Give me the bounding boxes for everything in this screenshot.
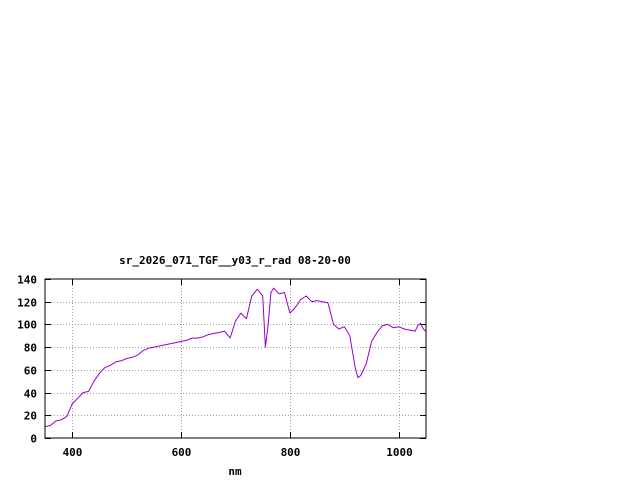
- x-tick-label: 800: [281, 446, 301, 459]
- axis-ticks: 0 20 40 60 80 100 120 140 400 600 800 1000: [17, 274, 426, 459]
- series-group: [44, 287, 427, 428]
- y-tick-label: 120: [17, 297, 37, 310]
- y-tick-label: 20: [24, 410, 37, 423]
- plot-frame: [44, 278, 427, 439]
- x-tick-label: 1000: [386, 446, 413, 459]
- y-tick-label: 40: [24, 388, 37, 401]
- y-tick-label: 80: [24, 342, 37, 355]
- x-axis-label: nm: [228, 465, 242, 478]
- series-line: [44, 287, 427, 428]
- y-tick-label: 100: [17, 319, 37, 332]
- y-tick-label: 140: [17, 274, 37, 287]
- x-tick-label: 600: [172, 446, 192, 459]
- y-tick-label: 0: [30, 433, 37, 446]
- x-tick-label: 400: [63, 446, 83, 459]
- grid: [45, 279, 426, 438]
- chart-title: sr_2026_071_TGF__y03_r_rad 08-20-00: [119, 254, 351, 267]
- y-tick-label: 60: [24, 365, 37, 378]
